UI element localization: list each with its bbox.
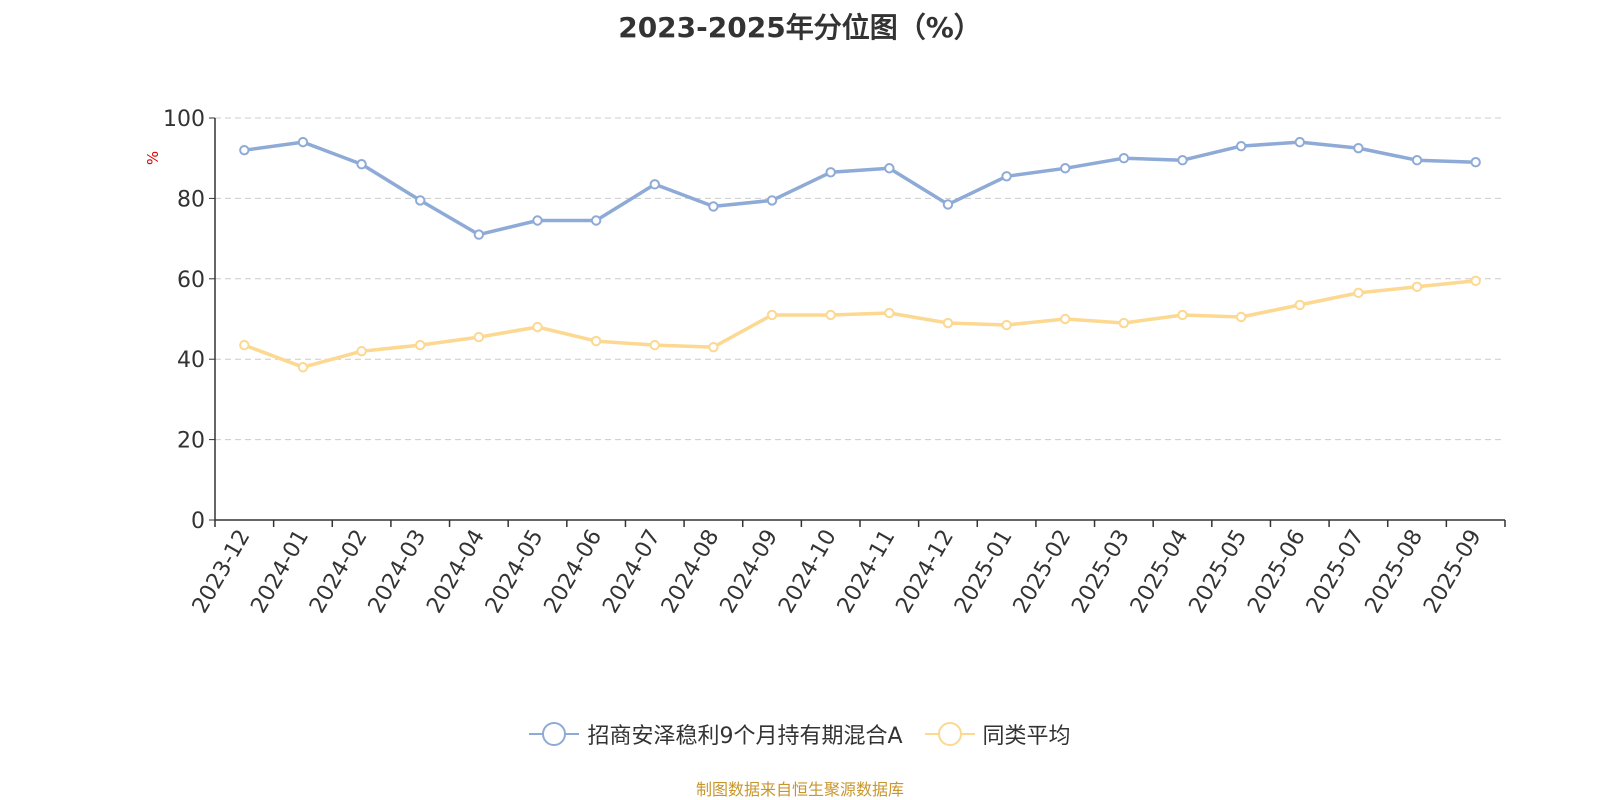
data-point	[1353, 142, 1364, 154]
data-point	[1118, 317, 1130, 329]
data-point	[297, 136, 309, 148]
data-point	[415, 195, 426, 206]
data-point	[1001, 171, 1012, 182]
x-tick-label: 2024-07	[598, 526, 666, 618]
x-tick-label: 2024-02	[305, 526, 373, 618]
data-point	[1235, 140, 1247, 152]
x-tick-label: 2024-03	[364, 526, 432, 618]
x-tick-label: 2024-09	[716, 526, 784, 618]
data-point	[1470, 157, 1481, 168]
x-tick-label: 2024-01	[246, 526, 314, 618]
y-tick-label: 40	[177, 348, 205, 373]
x-tick-labels: 2023-122024-012024-022024-032024-042024-…	[188, 526, 1487, 618]
y-tick-label: 20	[177, 429, 205, 454]
data-point	[1294, 299, 1305, 311]
data-point	[415, 339, 426, 351]
data-point	[649, 179, 660, 190]
x-tick-label: 2025-03	[1067, 526, 1135, 618]
data-point	[1177, 309, 1188, 321]
x-tick-label: 2025-01	[950, 526, 1018, 618]
y-axis-label: %	[144, 151, 162, 165]
x-tick-label: 2024-06	[540, 526, 608, 618]
x-tick-label: 2023-12	[188, 526, 256, 618]
legend-fund-symbol	[529, 722, 580, 746]
data-point	[708, 201, 719, 212]
data-point	[825, 309, 836, 321]
data-point	[1470, 275, 1481, 287]
data-point	[532, 321, 543, 333]
data-point	[884, 307, 895, 319]
series-line-1	[243, 279, 1476, 369]
data-source-note: 制图数据来自恒生聚源数据库	[695, 780, 904, 799]
data-point	[239, 339, 250, 351]
x-tick-label: 2025-05	[1185, 526, 1253, 618]
x-tick-label: 2024-10	[774, 526, 842, 618]
x-tick-label: 2024-04	[422, 526, 490, 618]
data-point	[532, 215, 543, 226]
data-point	[825, 167, 836, 178]
data-point	[1177, 155, 1188, 166]
series-group	[239, 136, 1481, 373]
data-point	[766, 309, 778, 321]
data-point	[356, 159, 367, 170]
data-point	[1353, 287, 1364, 299]
data-point	[473, 331, 485, 343]
data-point	[1411, 155, 1423, 166]
data-point	[942, 317, 954, 329]
legend-item-fund[interactable]: 招商安泽稳利9个月持有期混合A	[529, 718, 903, 750]
data-point	[1001, 319, 1012, 331]
data-point	[590, 335, 602, 347]
data-point	[766, 195, 778, 206]
x-tick-label: 2025-02	[1009, 526, 1077, 618]
data-point	[942, 199, 954, 210]
data-point	[1294, 136, 1305, 148]
data-point	[473, 229, 485, 240]
legend: 招商安泽稳利9个月持有期混合A 同类平均	[0, 718, 1600, 750]
data-point	[884, 163, 895, 174]
y-tick-label: 100	[163, 107, 205, 132]
x-tick-label: 2025-06	[1243, 526, 1311, 618]
data-point	[239, 144, 250, 156]
x-tick-label: 2025-08	[1361, 526, 1429, 618]
data-point	[356, 345, 367, 357]
axes	[209, 117, 1506, 527]
data-point	[1235, 311, 1247, 323]
legend-fund-label: 招商安泽稳利9个月持有期混合A	[587, 724, 903, 749]
legend-average-label: 同类平均	[982, 724, 1071, 749]
legend-item-average[interactable]: 同类平均	[924, 718, 1071, 750]
data-point	[1411, 281, 1423, 293]
data-point	[590, 215, 602, 226]
data-point	[1060, 313, 1071, 325]
x-tick-label: 2024-12	[891, 526, 959, 618]
data-point	[708, 341, 719, 353]
data-point	[1118, 153, 1130, 164]
data-point	[1060, 163, 1071, 174]
x-tick-label: 2025-09	[1419, 526, 1487, 618]
x-tick-label: 2024-08	[657, 526, 725, 618]
data-point	[297, 362, 309, 373]
grid-lines	[215, 117, 1505, 441]
y-tick-label: 60	[177, 268, 205, 293]
x-tick-label: 2024-05	[481, 526, 549, 618]
chart-title: 2023-2025年分位图（%）	[618, 11, 982, 44]
x-tick-label: 2024-11	[833, 526, 901, 618]
y-tick-label: 80	[177, 187, 205, 212]
y-tick-label: 0	[191, 509, 205, 534]
legend-average-symbol	[924, 722, 975, 746]
x-tick-label: 2025-04	[1126, 526, 1194, 618]
series-line-0	[244, 140, 1476, 237]
x-tick-label: 2025-07	[1302, 526, 1370, 618]
data-point	[649, 339, 660, 351]
y-tick-labels: 0 20 40 60 80 100	[163, 107, 205, 534]
